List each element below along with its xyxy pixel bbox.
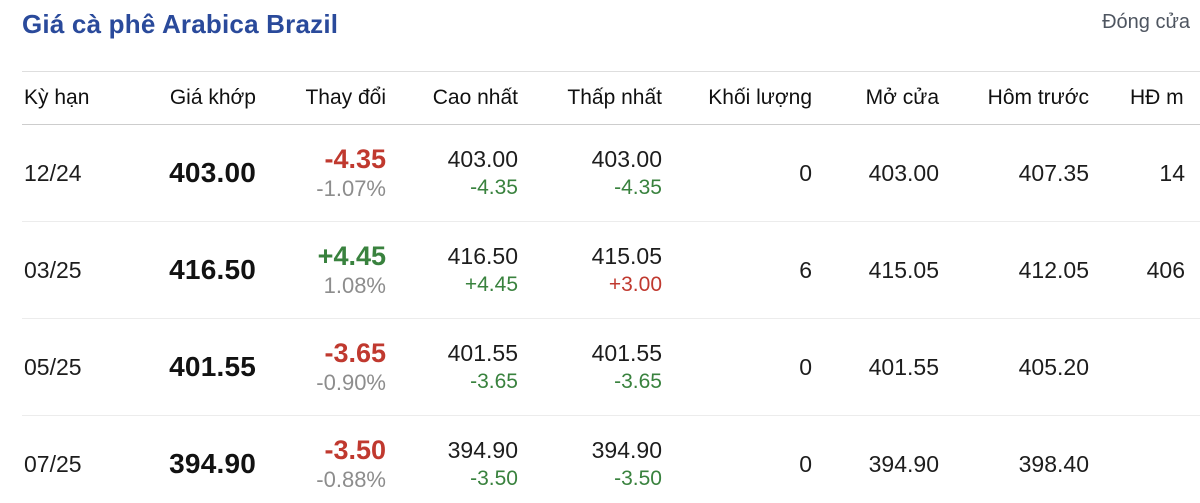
cell-open: 415.05 (868, 256, 939, 283)
cell-term: 07/25 (24, 450, 82, 477)
cell-high: 416.50 +4.45 (386, 243, 518, 296)
low-change: -4.35 (614, 175, 662, 199)
high-change: +4.45 (464, 272, 518, 296)
cell-high: 403.00 -4.35 (386, 146, 518, 199)
high-value: 403.00 (447, 146, 518, 173)
cell-open: 401.55 (868, 353, 939, 380)
cell-low: 401.55 -3.65 (518, 340, 662, 393)
column-header-low: Thấp nhất (567, 86, 662, 109)
cell-volume: 0 (799, 159, 812, 186)
column-header-volume: Khối lượng (708, 86, 812, 109)
cell-previous: 412.05 (1018, 256, 1089, 283)
column-header-high: Cao nhất (432, 86, 518, 109)
change-percent: 1.08% (323, 273, 386, 299)
column-header-change: Thay đổi (305, 86, 386, 109)
cell-change: -3.50 -0.88% (256, 434, 386, 493)
cell-matched-price: 401.55 (169, 351, 256, 382)
futures-price-table: Kỳ hạn Giá khớp Thay đổi Cao nhất Thấp n… (22, 71, 1200, 503)
cell-change: -3.65 -0.90% (256, 337, 386, 396)
high-change: -4.35 (470, 175, 518, 199)
low-change: -3.65 (614, 369, 662, 393)
cell-previous: 405.20 (1018, 353, 1089, 380)
column-header-open-interest: HĐ m (1130, 86, 1184, 109)
cell-matched-price: 394.90 (169, 448, 256, 479)
column-header-term: Kỳ hạn (24, 86, 90, 109)
cell-low: 415.05 +3.00 (518, 243, 662, 296)
cell-term: 05/25 (24, 353, 82, 380)
low-value: 401.55 (591, 340, 662, 367)
high-value: 401.55 (447, 340, 518, 367)
high-value: 416.50 (447, 243, 518, 270)
low-change: -3.50 (614, 466, 662, 490)
low-change: +3.00 (608, 272, 662, 296)
cell-previous: 407.35 (1018, 159, 1089, 186)
cell-open-interest: 406 (1146, 256, 1185, 283)
high-change: -3.50 (470, 466, 518, 490)
cell-high: 394.90 -3.50 (386, 437, 518, 490)
cell-volume: 6 (799, 256, 812, 283)
change-value: +4.45 (317, 240, 386, 271)
cell-term: 12/24 (24, 159, 82, 186)
cell-volume: 0 (799, 450, 812, 477)
cell-volume: 0 (799, 353, 812, 380)
table-row: 12/24 403.00 -4.35 -1.07% 403.00 -4.35 4… (22, 125, 1200, 222)
table-row: 05/25 401.55 -3.65 -0.90% 401.55 -3.65 4… (22, 319, 1200, 416)
low-value: 403.00 (591, 146, 662, 173)
high-value: 394.90 (447, 437, 518, 464)
cell-open: 394.90 (868, 450, 939, 477)
table-header-row: Kỳ hạn Giá khớp Thay đổi Cao nhất Thấp n… (22, 72, 1200, 125)
cell-matched-price: 416.50 (169, 254, 256, 285)
low-value: 415.05 (591, 243, 662, 270)
cell-low: 394.90 -3.50 (518, 437, 662, 490)
change-value: -3.65 (324, 337, 386, 368)
cell-change: +4.45 1.08% (256, 240, 386, 299)
change-value: -4.35 (324, 143, 386, 174)
change-value: -3.50 (324, 434, 386, 465)
low-value: 394.90 (591, 437, 662, 464)
page-header: Giá cà phê Arabica Brazil Đóng cửa (0, 0, 1200, 71)
cell-open: 403.00 (868, 159, 939, 186)
column-header-previous: Hôm trước (987, 86, 1089, 109)
market-status-label: Đóng cửa (1102, 11, 1190, 33)
column-header-open: Mở cửa (865, 86, 939, 109)
column-header-price: Giá khớp (169, 86, 256, 109)
cell-term: 03/25 (24, 256, 82, 283)
table-row: 07/25 394.90 -3.50 -0.88% 394.90 -3.50 3… (22, 416, 1200, 503)
change-percent: -0.90% (316, 370, 386, 396)
cell-matched-price: 403.00 (169, 157, 256, 188)
change-percent: -0.88% (316, 467, 386, 493)
cell-previous: 398.40 (1018, 450, 1089, 477)
cell-change: -4.35 -1.07% (256, 143, 386, 202)
page-title: Giá cà phê Arabica Brazil (22, 9, 339, 39)
high-change: -3.65 (470, 369, 518, 393)
change-percent: -1.07% (316, 176, 386, 202)
table-row: 03/25 416.50 +4.45 1.08% 416.50 +4.45 41… (22, 222, 1200, 319)
cell-open-interest: 14 (1159, 159, 1185, 186)
cell-low: 403.00 -4.35 (518, 146, 662, 199)
cell-high: 401.55 -3.65 (386, 340, 518, 393)
